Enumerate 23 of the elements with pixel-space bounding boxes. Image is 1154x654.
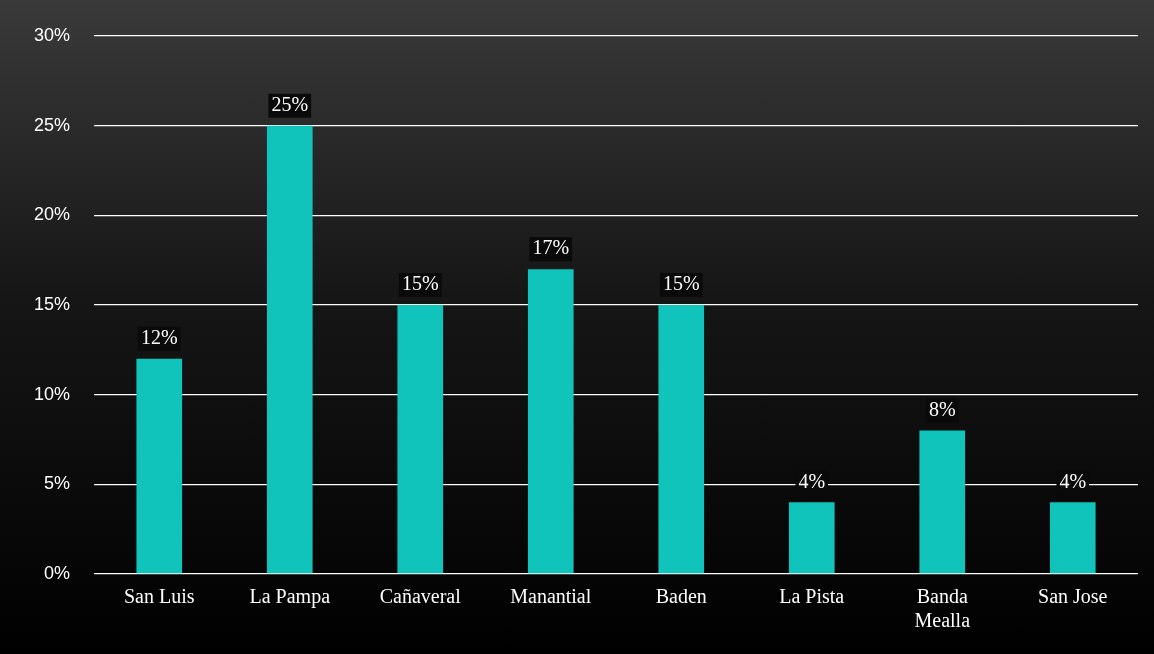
y-tick-label: 0% [44, 562, 71, 583]
x-tick-label: La Pampa [249, 585, 331, 609]
x-tick-label: Manantial [510, 585, 592, 608]
x-tick-label: La Pista [779, 585, 845, 608]
y-tick-label: 10% [34, 383, 71, 404]
data-label: 25% [271, 92, 309, 115]
x-tick-label: Cañaveral [379, 585, 462, 608]
x-tick-label: San Jose [1038, 585, 1108, 608]
y-tick-label: 20% [34, 204, 71, 225]
y-tick-label: 30% [34, 24, 71, 45]
x-tick-label: Baden [655, 585, 707, 608]
data-label: 15% [401, 272, 439, 295]
x-tick-label: Banda Mealla [914, 585, 971, 632]
x-tick-label: San Luis [123, 585, 195, 608]
data-label: 4% [798, 469, 826, 492]
data-label: 17% [532, 236, 570, 259]
y-tick-label: 25% [34, 114, 71, 135]
y-tick-label: 15% [34, 293, 71, 314]
y-tick-label: 5% [44, 473, 71, 494]
data-label: 15% [662, 272, 700, 295]
data-label: 8% [928, 397, 956, 420]
data-label: 12% [140, 326, 178, 349]
data-label: 4% [1059, 469, 1087, 492]
